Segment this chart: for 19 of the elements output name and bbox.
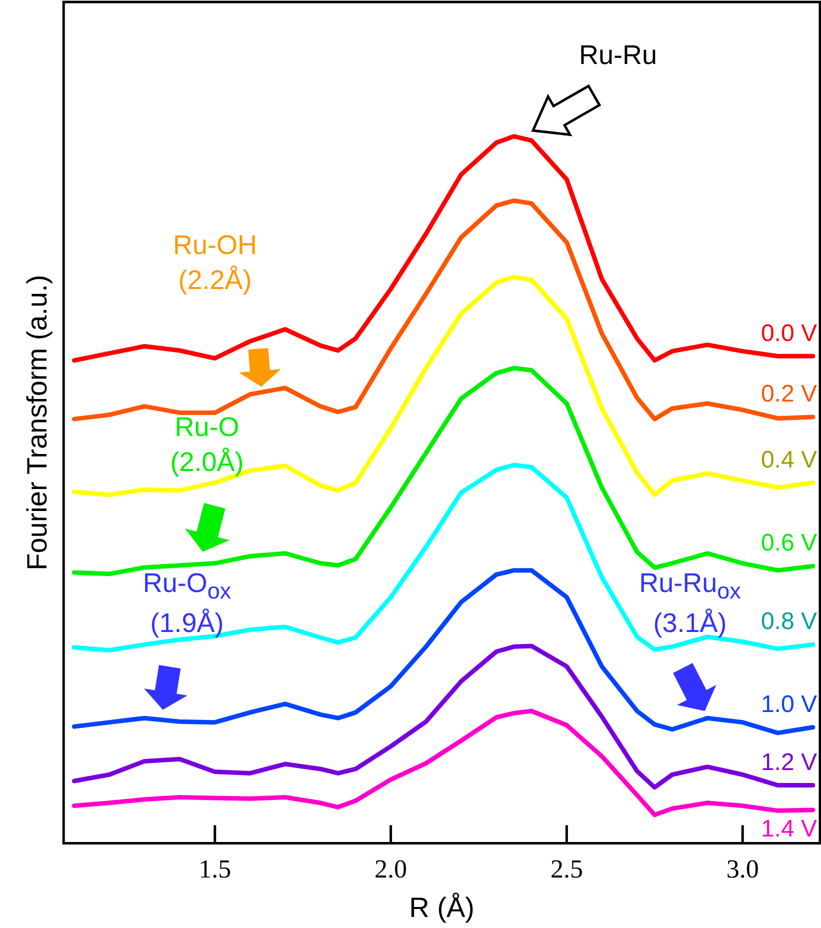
series-label: 0.0 V bbox=[760, 320, 817, 347]
text: Ru-Ru bbox=[578, 39, 658, 72]
series-label: 0.6 V bbox=[760, 530, 817, 557]
x-tick-label: 1.5 bbox=[198, 854, 232, 884]
annotation: Ru-Ru$_{ox}$ (3.1Å) bbox=[639, 568, 741, 638]
series-label: 1.4 V bbox=[760, 816, 817, 843]
y-axis-title: Fourier Transform (a.u.) bbox=[22, 274, 53, 570]
annotation: Ru-OH (2.2Å) bbox=[172, 229, 258, 298]
annotation: Ru-O$_{ox}$ (1.9Å) bbox=[142, 567, 232, 640]
x-tick-label: 2.5 bbox=[550, 854, 583, 884]
series-label: 0.4 V bbox=[760, 446, 817, 474]
x-tick-label: 3.0 bbox=[726, 854, 759, 884]
annotation: Ru-O (2.0Å) bbox=[169, 411, 245, 480]
series-label: 0.8 V bbox=[760, 608, 817, 636]
series-label: 0.2 V bbox=[760, 380, 817, 408]
series-label: 1.2 V bbox=[760, 748, 817, 776]
x-tick-label: 2.0 bbox=[374, 854, 408, 884]
series-label: 1.0 V bbox=[760, 690, 817, 718]
x-axis-title: R (Å) bbox=[409, 892, 474, 923]
